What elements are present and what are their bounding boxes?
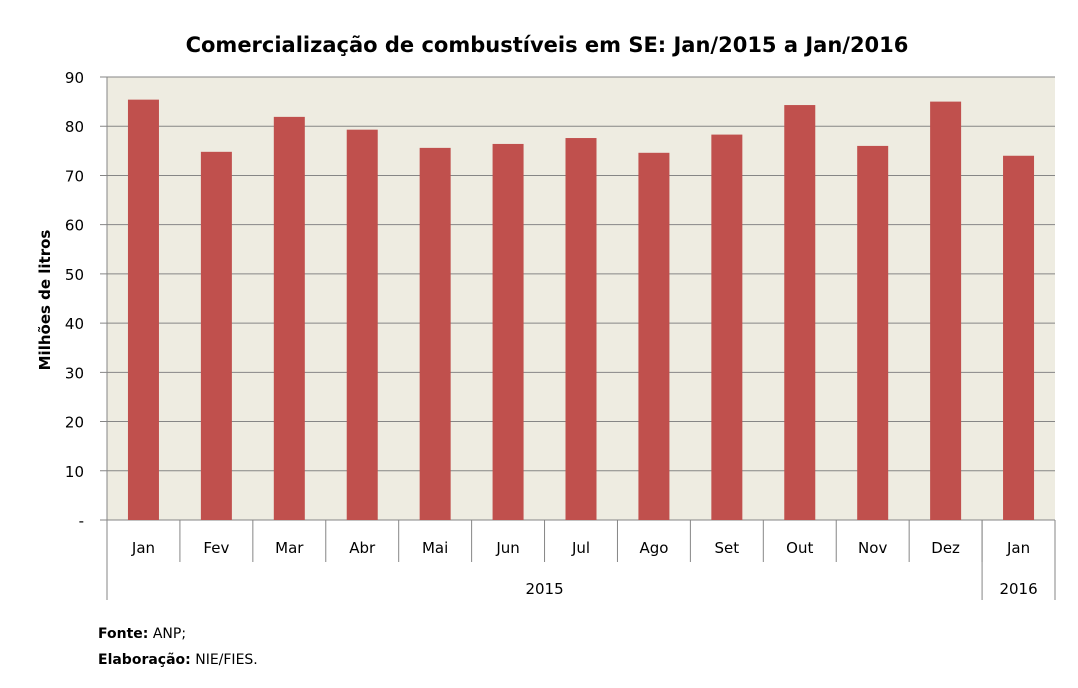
bar — [419, 147, 451, 520]
y-tick-label: 70 — [65, 167, 84, 185]
bar — [346, 129, 378, 520]
y-tick-label: 50 — [65, 266, 84, 284]
x-tick-label: Ago — [639, 539, 668, 557]
elaboration-label: Elaboração: — [98, 652, 191, 668]
bar — [565, 138, 597, 520]
x-group-label: 2016 — [999, 580, 1037, 598]
source-line: Fonte: ANP; — [98, 626, 186, 642]
x-tick-label: Fev — [203, 539, 229, 557]
bar — [1003, 155, 1035, 520]
x-tick-label: Jan — [131, 539, 155, 557]
x-tick-label: Mai — [422, 539, 448, 557]
source-label: Fonte: — [98, 626, 149, 642]
x-tick-label: Mar — [275, 539, 304, 557]
y-tick-label: 40 — [65, 315, 84, 333]
y-tick-label: 80 — [65, 118, 84, 136]
x-tick-label: Out — [786, 539, 813, 557]
bar — [273, 116, 305, 521]
y-tick-label: 30 — [65, 364, 84, 382]
bar — [200, 151, 232, 520]
y-tick-label: 20 — [65, 414, 84, 432]
x-tick-label: Set — [715, 539, 740, 557]
x-tick-label: Jul — [571, 539, 590, 557]
y-tick-label: 10 — [65, 463, 84, 481]
bar — [930, 101, 962, 520]
y-tick-label: 90 — [65, 69, 84, 87]
x-tick-label: Nov — [858, 539, 887, 557]
chart-title: Comercialização de combustíveis em SE: J… — [186, 33, 909, 57]
bar — [711, 134, 743, 520]
y-axis-label: Milhões de litros — [36, 230, 54, 371]
x-tick-label: Dez — [931, 539, 960, 557]
bar — [857, 145, 889, 520]
y-tick-label: 60 — [65, 217, 84, 235]
x-group-label: 2015 — [525, 580, 563, 598]
x-tick-label: Abr — [349, 539, 376, 557]
bar — [492, 143, 524, 521]
source-value: ANP; — [152, 626, 187, 642]
bar — [784, 105, 816, 520]
x-tick-label: Jun — [495, 539, 519, 557]
elaboration-value: NIE/FIES. — [195, 652, 258, 668]
y-tick-label: - — [79, 512, 84, 530]
elaboration-line: Elaboração: NIE/FIES. — [98, 652, 258, 668]
bar — [638, 152, 670, 520]
bar — [127, 99, 159, 521]
x-tick-label: Jan — [1006, 539, 1030, 557]
